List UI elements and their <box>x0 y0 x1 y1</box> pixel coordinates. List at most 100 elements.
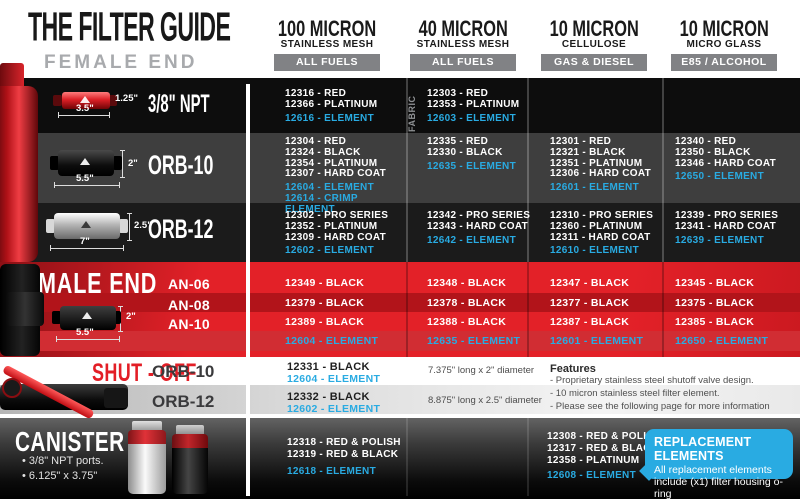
filter-cap-right <box>108 95 117 106</box>
column-material: STAINLESS MESH <box>416 39 510 50</box>
column-divider <box>527 78 529 262</box>
aeromotive-logo-icon <box>80 158 90 165</box>
red-filter-photo <box>0 86 38 262</box>
row-label-an08: AN-08 <box>168 297 210 313</box>
dim-length-label: 5.5" <box>76 327 94 338</box>
part-number: 12389 - BLACK <box>285 316 365 328</box>
dim-length-line <box>56 336 120 342</box>
row-label-orb10: ORB-10 <box>148 150 214 180</box>
dim-height-label: 2" <box>128 158 138 169</box>
row-label-wrap: ORB-10 <box>148 150 247 181</box>
aeromotive-logo-icon <box>82 312 92 319</box>
dim-length-label: 7" <box>80 236 90 247</box>
part-numbers-cell: 12316 - RED 12366 - PLATINUM 12616 - ELE… <box>285 88 378 124</box>
part-number: 12378 - BLACK <box>427 297 507 309</box>
part-numbers-cell: 12310 - PRO SERIES 12360 - PLATINUM 1231… <box>550 210 654 257</box>
row-label-an10: AN-10 <box>168 316 210 332</box>
canister-heading-wrap: CANISTER <box>15 426 152 458</box>
male-end-heading-wrap: MALE END <box>38 268 187 300</box>
row-label-orb12: ORB-12 <box>148 214 214 244</box>
fuel-badge: ALL FUELS <box>410 54 516 71</box>
canister-bullets: • 3/8" NPT ports. • 6.125" x 3.75" <box>22 455 104 482</box>
part-number: 12345 - BLACK <box>675 277 755 289</box>
dim-height-label: 2.5" <box>134 220 152 231</box>
page-title: THE FILTER GUIDE <box>28 5 231 51</box>
fuel-badge: E85 / ALCOHOL <box>671 54 777 71</box>
replacement-title: REPLACEMENT ELEMENTS <box>654 435 752 463</box>
row-label-shutoff-orb10: ORB-10 <box>152 362 215 381</box>
column-header-40-micron: 40 MICRON STAINLESS MESH ALL FUELS <box>388 17 538 71</box>
part-numbers-cell: 12301 - RED 12321 - BLACK 12351 - PLATIN… <box>550 136 652 194</box>
table-row-orb12-bg <box>0 203 800 262</box>
filter-cap-right <box>112 311 121 324</box>
element-number: 12604 - ELEMENT <box>285 335 379 347</box>
filter-cap-left <box>53 95 62 106</box>
part-numbers-cell: 12340 - RED 12350 - BLACK 12346 - HARD C… <box>675 136 777 183</box>
row-label-npt: 3/8" NPT <box>148 90 210 119</box>
column-material: MICRO GLASS <box>686 39 762 50</box>
size-spec: 7.375" long x 2" diameter <box>428 365 535 376</box>
part-number: 12348 - BLACK <box>427 277 507 289</box>
male-end-section <box>0 262 800 357</box>
column-header-100-micron: 100 MICRON STAINLESS MESH ALL FUELS <box>252 17 402 71</box>
dim-length-line <box>58 112 110 118</box>
part-number: 12332 - BLACK <box>287 391 370 403</box>
table-row-orb10-bg <box>0 133 800 203</box>
filter-cap-right <box>113 156 122 170</box>
shutoff-heading-wrap: SHUT - OFF <box>92 359 232 387</box>
column-header-10-micron-cellulose: 10 MICRON CELLULOSE GAS & DIESEL <box>519 17 669 71</box>
element-row-band <box>0 331 800 351</box>
dim-height-label: 1.25" <box>115 93 138 104</box>
shutoff-section <box>0 357 800 418</box>
column-micron: 100 MICRON <box>277 17 377 42</box>
part-numbers-cell: 12302 - PRO SERIES 12352 - PLATINUM 1230… <box>285 210 389 257</box>
shutoff-valve-port <box>104 388 128 408</box>
column-divider <box>662 262 664 357</box>
row-label-wrap: 3/8" NPT <box>148 90 247 118</box>
part-number: 12375 - BLACK <box>675 297 755 309</box>
canister-black-photo <box>172 448 208 494</box>
fuel-badge: GAS & DIESEL <box>541 54 647 71</box>
column-header-10-micron-microglass: 10 MICRON MICRO GLASS E85 / ALCOHOL <box>649 17 799 71</box>
part-numbers-cell: 12304 - RED 12324 - BLACK 12354 - PLATIN… <box>285 136 387 215</box>
element-number: 12635 - ELEMENT <box>427 335 521 347</box>
row-label-wrap: ORB-12 <box>148 214 247 245</box>
filter-cap-left <box>50 156 59 170</box>
part-numbers-cell: 12342 - PRO SERIES 12343 - HARD COAT 126… <box>427 210 531 246</box>
row-label-shutoff-orb12: ORB-12 <box>152 392 215 411</box>
row-label-an06: AN-06 <box>168 276 210 292</box>
page-title-wrap: THE FILTER GUIDE <box>28 5 360 51</box>
part-number: 12379 - BLACK <box>285 297 365 309</box>
column-divider <box>406 78 408 262</box>
female-end-table <box>0 78 800 262</box>
column-divider <box>406 418 408 496</box>
dim-length-label: 3.5" <box>76 103 94 114</box>
size-spec: 8.875" long x 2.5" diameter <box>428 395 542 406</box>
part-numbers-cell: 12335 - RED 12330 - BLACK 12635 - ELEMEN… <box>427 136 516 172</box>
column-divider <box>527 262 529 357</box>
element-number: 12650 - ELEMENT <box>675 335 769 347</box>
column-micron: 10 MICRON <box>679 17 769 42</box>
part-numbers-cell: 12303 - RED 12353 - PLATINUM 12603 - ELE… <box>427 88 520 124</box>
orb12-row-band <box>0 385 800 414</box>
dim-length-line <box>54 182 120 188</box>
dim-height-line <box>127 213 132 241</box>
aeromotive-logo-icon <box>80 96 90 103</box>
female-end-heading: FEMALE END <box>44 52 198 73</box>
column-material: STAINLESS MESH <box>280 39 374 50</box>
shutoff-valve-pivot <box>2 378 22 398</box>
features-block: Features - Proprietary stainless steel s… <box>550 363 770 413</box>
dim-length-line <box>50 245 124 251</box>
canister-heading: CANISTER <box>15 426 125 458</box>
column-micron: 10 MICRON <box>549 17 639 42</box>
column-divider <box>527 418 529 496</box>
column-micron: 40 MICRON <box>418 17 508 42</box>
replacement-elements-callout: REPLACEMENT ELEMENTS All replacement ele… <box>645 429 793 499</box>
part-number: 12331 - BLACK <box>287 361 370 373</box>
part-number: 12388 - BLACK <box>427 316 507 328</box>
filter-cap-left <box>52 311 61 324</box>
dim-height-line <box>120 150 125 178</box>
column-material: CELLULOSE <box>561 39 627 50</box>
fabric-tag: FABRIC <box>407 95 417 133</box>
